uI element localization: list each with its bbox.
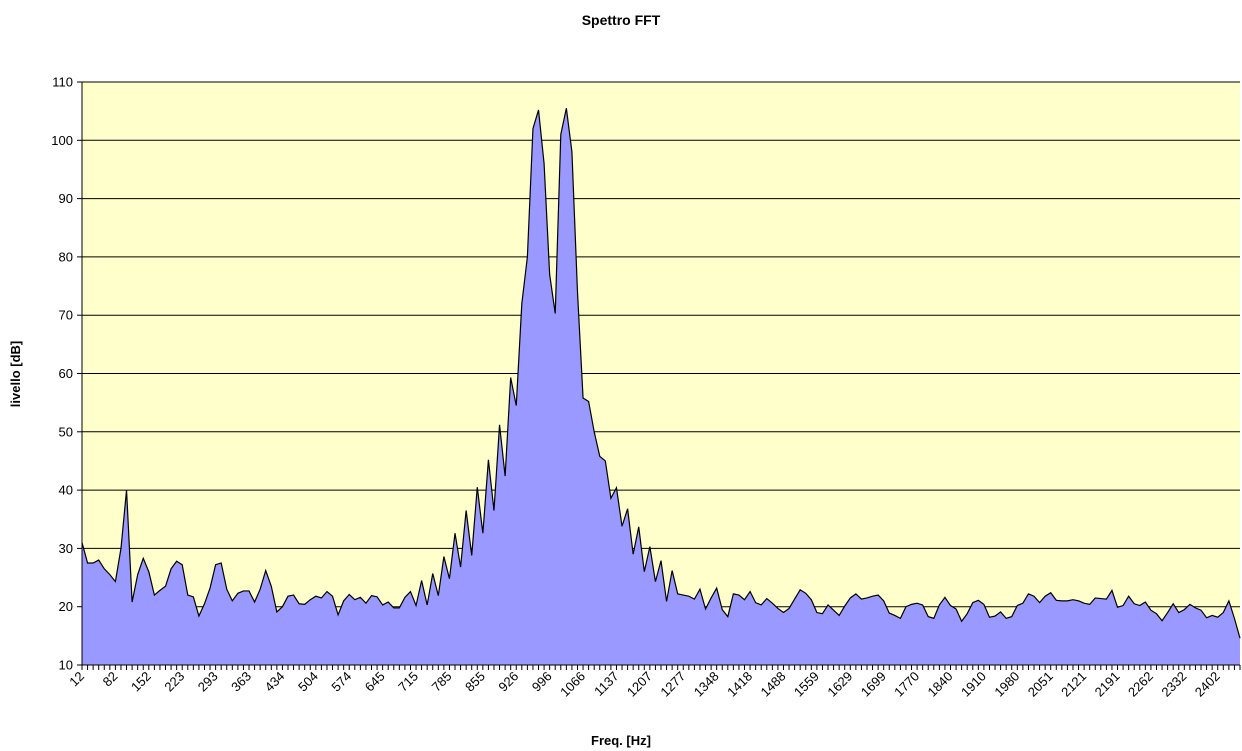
- x-tick-label: 2402: [1192, 669, 1223, 700]
- x-tick-label: 1066: [557, 669, 588, 700]
- y-tick-label: 110: [52, 75, 73, 90]
- x-tick-label: 2191: [1092, 669, 1123, 700]
- x-tick-label: 504: [295, 669, 321, 695]
- y-tick-label: 70: [59, 308, 73, 323]
- y-tick-label: 30: [59, 541, 73, 556]
- x-tick-label: 926: [495, 669, 521, 695]
- x-tick-label: 2332: [1158, 669, 1189, 700]
- y-tick-label: 90: [59, 191, 73, 206]
- area-fill: [82, 108, 1240, 666]
- y-axis-label: livello [dB]: [8, 341, 23, 407]
- x-tick-label: 1348: [691, 669, 722, 700]
- x-tick-label: 1699: [858, 669, 889, 700]
- x-tick-label: 2262: [1125, 669, 1156, 700]
- y-tick-label: 50: [59, 424, 73, 439]
- chart-title: Spettro FFT: [582, 12, 661, 28]
- x-tick-label: 1418: [724, 669, 755, 700]
- x-tick-label: 1559: [791, 669, 822, 700]
- y-tick-label: 80: [59, 249, 73, 264]
- x-tick-label: 996: [529, 669, 555, 695]
- x-tick-label: 1629: [824, 669, 855, 700]
- x-tick-label: 1137: [591, 669, 621, 699]
- y-tick-label: 20: [59, 599, 73, 614]
- x-tick-label: 434: [262, 669, 288, 695]
- x-tick-label: 363: [228, 669, 254, 695]
- x-tick-label: 2051: [1025, 669, 1056, 700]
- x-tick-label: 715: [395, 669, 421, 695]
- x-tick-label: 1980: [991, 669, 1022, 700]
- area-outline: [81, 108, 1241, 639]
- x-axis-label: Freq. [Hz]: [591, 733, 651, 748]
- x-tick-label: 1277: [657, 669, 688, 700]
- x-tick-label: 223: [161, 669, 187, 695]
- y-tick-label: 40: [59, 483, 73, 498]
- x-tick-label: 785: [429, 669, 455, 695]
- x-tick-label: 645: [362, 669, 388, 695]
- y-tick-label: 10: [59, 658, 73, 673]
- x-tick-label: 574: [328, 669, 354, 695]
- x-tick-label: 152: [128, 669, 154, 695]
- x-tick-label: 82: [100, 669, 121, 690]
- x-tick-label: 1910: [958, 669, 989, 700]
- x-tick-label: 1770: [891, 669, 922, 700]
- x-tick-label: 293: [195, 669, 221, 695]
- x-tick-label: 1840: [925, 669, 956, 700]
- y-tick-label: 60: [59, 366, 73, 381]
- x-tick-label: 2121: [1058, 669, 1089, 700]
- x-tick-label: 1207: [624, 669, 655, 700]
- x-tick-label: 1488: [758, 669, 789, 700]
- y-tick-label: 100: [51, 133, 73, 148]
- x-tick-label: 855: [462, 669, 488, 695]
